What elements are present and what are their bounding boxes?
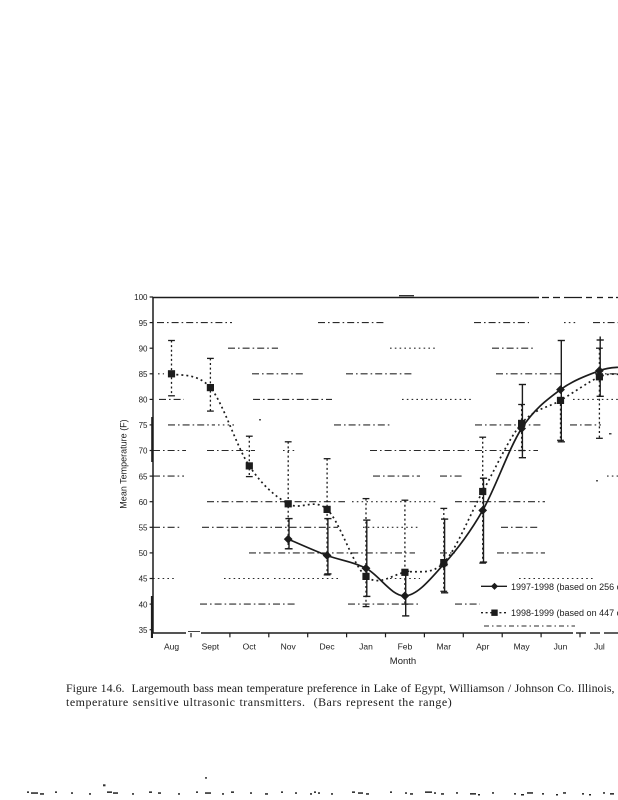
svg-text:Month: Month — [390, 656, 416, 667]
svg-text:60: 60 — [139, 498, 148, 507]
svg-text:Sept: Sept — [202, 641, 220, 651]
svg-text:75: 75 — [139, 421, 148, 430]
svg-text:40: 40 — [139, 600, 148, 609]
svg-text:55: 55 — [139, 524, 148, 533]
svg-text:70: 70 — [139, 447, 148, 456]
svg-text:Aug: Aug — [164, 641, 179, 651]
svg-text:Jun: Jun — [554, 641, 568, 651]
svg-text:90: 90 — [139, 344, 148, 353]
svg-text:45: 45 — [139, 575, 148, 584]
svg-text:80: 80 — [139, 396, 148, 405]
svg-text:Jan: Jan — [359, 641, 373, 651]
svg-text:95: 95 — [139, 319, 148, 328]
svg-text:1998-1999 (based on 447 con: 1998-1999 (based on 447 con — [511, 608, 618, 618]
svg-text:Feb: Feb — [398, 641, 413, 651]
svg-text:100: 100 — [134, 293, 148, 302]
svg-text:Dec: Dec — [320, 641, 336, 651]
svg-text:Oct: Oct — [243, 641, 257, 651]
svg-text:Mean Temperature (F): Mean Temperature (F) — [119, 419, 129, 508]
svg-text:Nov: Nov — [281, 641, 297, 651]
svg-text:Apr: Apr — [476, 641, 489, 651]
svg-text:Jul: Jul — [594, 641, 605, 651]
svg-text:85: 85 — [139, 370, 148, 379]
svg-text:Mar: Mar — [436, 641, 451, 651]
svg-text:May: May — [514, 641, 531, 651]
svg-text:50: 50 — [139, 549, 148, 558]
svg-text:65: 65 — [139, 472, 148, 481]
svg-text:1997-1998 (based on 256 con: 1997-1998 (based on 256 con — [511, 582, 618, 592]
svg-text:35: 35 — [139, 626, 148, 635]
